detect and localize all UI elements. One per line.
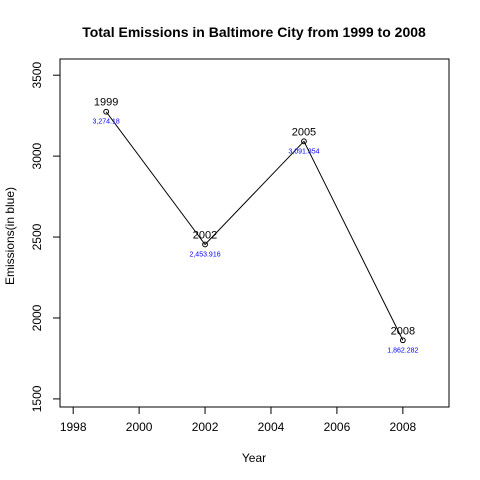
chart-title: Total Emissions in Baltimore City from 1… bbox=[82, 24, 426, 40]
point-year-label: 2002 bbox=[193, 230, 217, 242]
x-axis-label: Year bbox=[242, 451, 266, 465]
y-axis-label: Emissions(in blue) bbox=[3, 187, 17, 285]
data-point bbox=[399, 337, 406, 344]
series-line bbox=[105, 111, 404, 341]
x-tick-label: 2002 bbox=[192, 420, 219, 434]
point-year-label: 1999 bbox=[94, 97, 118, 109]
y-tick-label: 1500 bbox=[30, 385, 44, 412]
point-value-label: 1,862.282 bbox=[387, 347, 418, 354]
data-point bbox=[301, 138, 307, 145]
plot-frame bbox=[59, 58, 450, 408]
y-tick-label: 2500 bbox=[30, 223, 44, 250]
data-point bbox=[202, 241, 208, 248]
x-tick-label: 2006 bbox=[324, 420, 351, 434]
x-axis: 1998 2000 2002 2004 2006 2008 bbox=[60, 407, 417, 434]
x-tick-label: 2000 bbox=[126, 420, 153, 434]
point-year-label: 2005 bbox=[292, 126, 316, 138]
series-layer bbox=[103, 108, 406, 344]
point-year-label: 2008 bbox=[391, 325, 415, 337]
x-tick-label: 2004 bbox=[258, 420, 285, 434]
labels-layer: 1999 3,274.18 2002 2,453.916 2005 3,091.354 20… bbox=[93, 97, 419, 355]
x-tick-label: 2008 bbox=[389, 420, 416, 434]
data-point bbox=[103, 108, 110, 115]
point-value-label: 3,091.354 bbox=[288, 148, 319, 155]
y-axis: 1500 2000 2500 3000 3500 bbox=[30, 62, 60, 412]
x-tick-label: 1998 bbox=[60, 420, 87, 434]
y-tick-label: 2000 bbox=[30, 304, 44, 331]
y-tick-label: 3500 bbox=[30, 62, 44, 89]
point-value-label: 2,453.916 bbox=[189, 252, 220, 259]
point-value-label: 3,274.18 bbox=[93, 119, 120, 126]
y-tick-label: 3000 bbox=[30, 142, 44, 169]
